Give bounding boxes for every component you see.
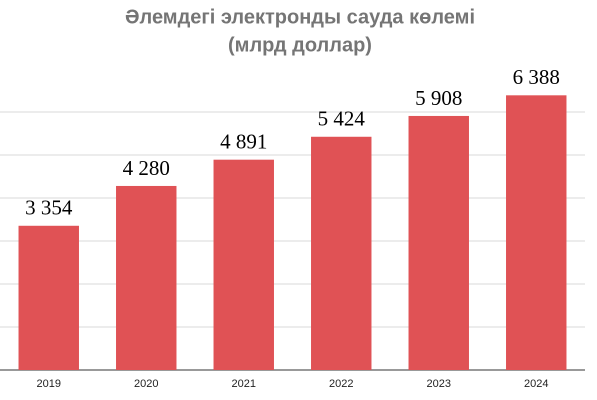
value-label: 6 388 <box>513 65 560 89</box>
x-tick-label: 2024 <box>524 378 548 390</box>
bar <box>18 225 79 370</box>
x-tick-label: 2020 <box>134 378 158 390</box>
bar <box>311 136 372 370</box>
value-label: 5 424 <box>318 107 366 131</box>
chart-title: Әлемдегі электронды сауда көлемі <box>125 6 475 28</box>
x-tick-label: 2021 <box>232 378 256 390</box>
x-tick-label: 2022 <box>329 378 353 390</box>
bar <box>116 185 177 370</box>
bar <box>213 159 274 370</box>
value-label: 5 908 <box>415 86 462 110</box>
chart-subtitle: (млрд доллар) <box>228 34 372 56</box>
x-tick-label: 2019 <box>37 378 61 390</box>
value-label: 4 891 <box>220 129 267 153</box>
bar <box>408 115 469 371</box>
value-label: 3 354 <box>25 196 73 220</box>
value-label: 4 280 <box>123 156 170 180</box>
bar <box>506 95 567 370</box>
x-tick-label: 2023 <box>427 378 451 390</box>
